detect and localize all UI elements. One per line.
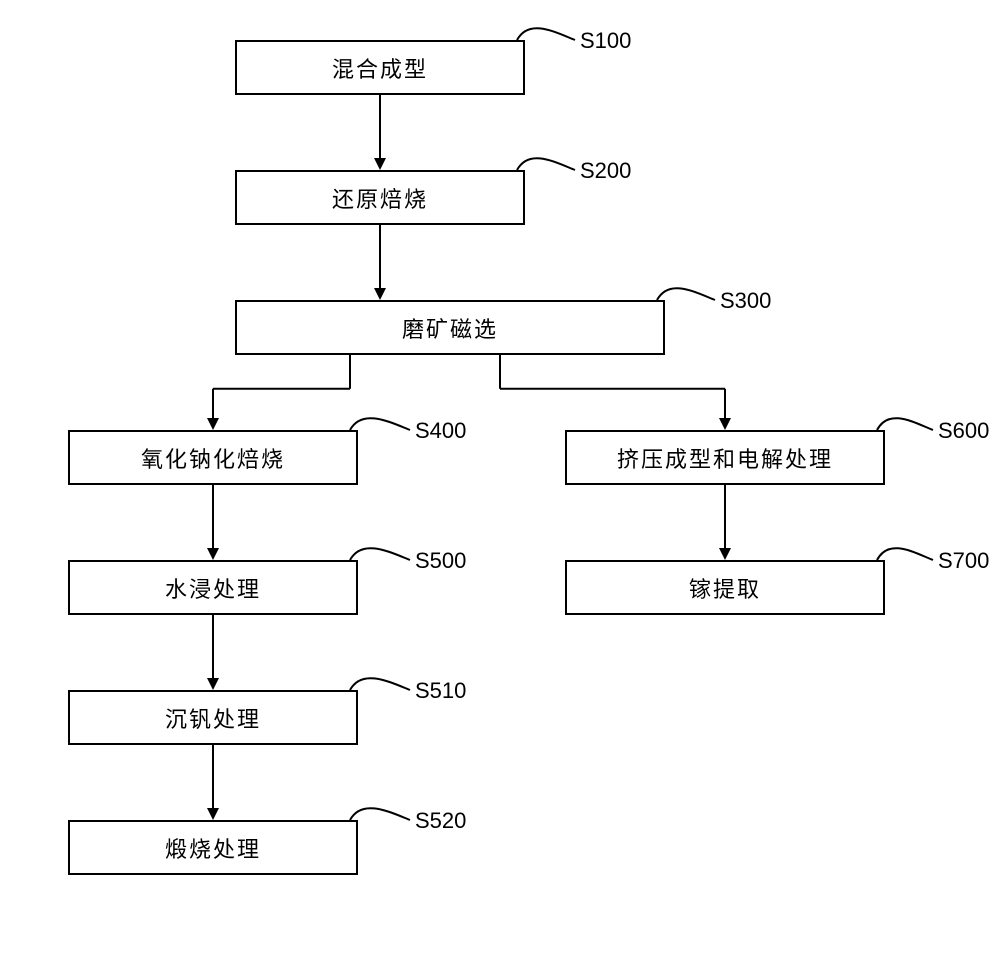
flowchart-node-n7: 煅烧处理 bbox=[68, 820, 358, 875]
flowchart-container: 混合成型 S100 还原焙烧 S200 磨矿磁选 S300 氧化钠化焙烧 S400 水浸处理 S5… bbox=[0, 0, 1000, 958]
flowchart-node-n9: 镓提取 bbox=[565, 560, 885, 615]
node-label: 氧化钠化焙烧 bbox=[141, 442, 285, 474]
step-label-S400: S400 bbox=[415, 418, 466, 444]
flowchart-node-n4: 氧化钠化焙烧 bbox=[68, 430, 358, 485]
flowchart-node-n6: 沉钒处理 bbox=[68, 690, 358, 745]
node-label: 沉钒处理 bbox=[165, 702, 261, 734]
step-label-S510: S510 bbox=[415, 678, 466, 704]
step-label-S520: S520 bbox=[415, 808, 466, 834]
step-label-S300: S300 bbox=[720, 288, 771, 314]
node-label: 磨矿磁选 bbox=[402, 312, 498, 344]
node-label: 镓提取 bbox=[689, 572, 761, 604]
step-label-S700: S700 bbox=[938, 548, 989, 574]
step-label-S600: S600 bbox=[938, 418, 989, 444]
flowchart-node-n1: 混合成型 bbox=[235, 40, 525, 95]
step-label-S100: S100 bbox=[580, 28, 631, 54]
step-label-S200: S200 bbox=[580, 158, 631, 184]
node-label: 还原焙烧 bbox=[332, 182, 428, 214]
flowchart-node-n3: 磨矿磁选 bbox=[235, 300, 665, 355]
step-label-S500: S500 bbox=[415, 548, 466, 574]
flowchart-node-n5: 水浸处理 bbox=[68, 560, 358, 615]
node-label: 煅烧处理 bbox=[165, 832, 261, 864]
flowchart-node-n8: 挤压成型和电解处理 bbox=[565, 430, 885, 485]
flowchart-node-n2: 还原焙烧 bbox=[235, 170, 525, 225]
node-label: 挤压成型和电解处理 bbox=[617, 442, 833, 474]
node-label: 水浸处理 bbox=[165, 572, 261, 604]
node-label: 混合成型 bbox=[332, 52, 428, 84]
